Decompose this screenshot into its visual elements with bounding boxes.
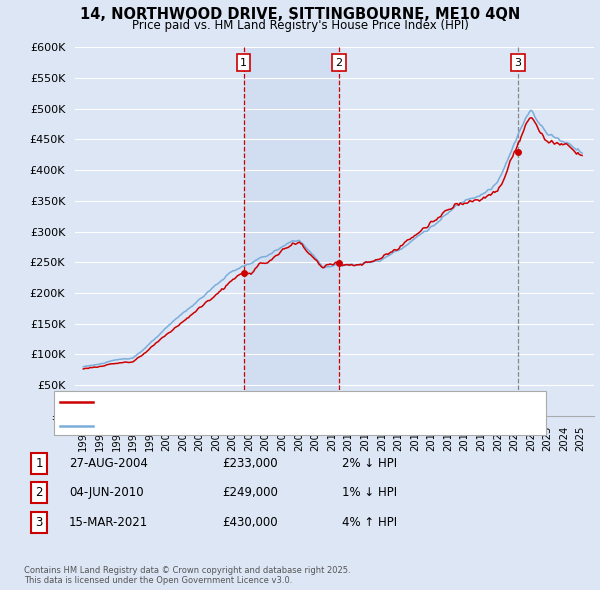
- Text: 04-JUN-2010: 04-JUN-2010: [69, 486, 143, 499]
- Text: £233,000: £233,000: [222, 457, 278, 470]
- Text: Price paid vs. HM Land Registry's House Price Index (HPI): Price paid vs. HM Land Registry's House …: [131, 19, 469, 32]
- Text: £430,000: £430,000: [222, 516, 278, 529]
- Text: 3: 3: [35, 516, 43, 529]
- Bar: [244, 47, 339, 416]
- Text: 15-MAR-2021: 15-MAR-2021: [69, 516, 148, 529]
- Text: 1% ↓ HPI: 1% ↓ HPI: [342, 486, 397, 499]
- Text: 1: 1: [240, 58, 247, 68]
- Text: 2% ↓ HPI: 2% ↓ HPI: [342, 457, 397, 470]
- Text: 2: 2: [335, 58, 343, 68]
- Text: 2: 2: [35, 486, 43, 499]
- Text: 1: 1: [35, 457, 43, 470]
- Text: 3: 3: [514, 58, 521, 68]
- Text: HPI: Average price, detached house, Swale: HPI: Average price, detached house, Swal…: [99, 421, 323, 431]
- Text: 14, NORTHWOOD DRIVE, SITTINGBOURNE, ME10 4QN (detached house): 14, NORTHWOOD DRIVE, SITTINGBOURNE, ME10…: [99, 398, 473, 407]
- Text: 4% ↑ HPI: 4% ↑ HPI: [342, 516, 397, 529]
- Text: 27-AUG-2004: 27-AUG-2004: [69, 457, 148, 470]
- Text: £249,000: £249,000: [222, 486, 278, 499]
- Text: 14, NORTHWOOD DRIVE, SITTINGBOURNE, ME10 4QN: 14, NORTHWOOD DRIVE, SITTINGBOURNE, ME10…: [80, 7, 520, 22]
- Text: Contains HM Land Registry data © Crown copyright and database right 2025.
This d: Contains HM Land Registry data © Crown c…: [24, 566, 350, 585]
